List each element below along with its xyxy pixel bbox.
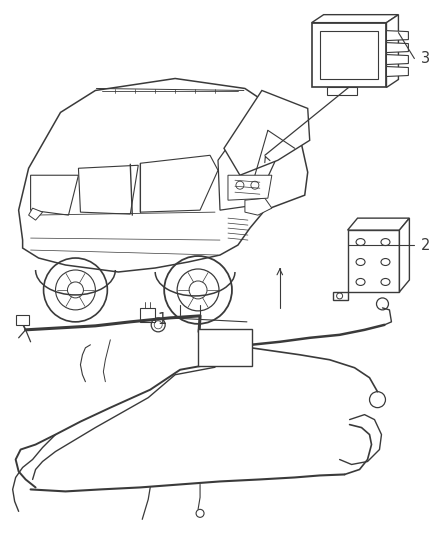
Polygon shape [348,218,410,230]
Polygon shape [19,78,308,272]
Polygon shape [16,315,28,325]
Text: 1: 1 [158,312,167,327]
Polygon shape [348,230,399,292]
Polygon shape [399,218,410,292]
Polygon shape [245,198,272,215]
Polygon shape [228,175,272,200]
Text: 2: 2 [421,238,431,253]
FancyBboxPatch shape [198,329,252,366]
Polygon shape [386,67,408,77]
Polygon shape [31,175,78,215]
Polygon shape [386,30,408,41]
Polygon shape [312,22,386,87]
Polygon shape [140,308,155,322]
Polygon shape [332,292,348,300]
Polygon shape [140,155,218,212]
Polygon shape [28,208,42,220]
Polygon shape [327,87,357,95]
Polygon shape [386,43,408,53]
Text: 3: 3 [421,51,431,66]
Polygon shape [312,15,399,22]
Polygon shape [78,165,138,214]
Polygon shape [224,91,310,175]
Polygon shape [218,118,278,210]
Polygon shape [386,15,399,87]
Polygon shape [386,54,408,64]
